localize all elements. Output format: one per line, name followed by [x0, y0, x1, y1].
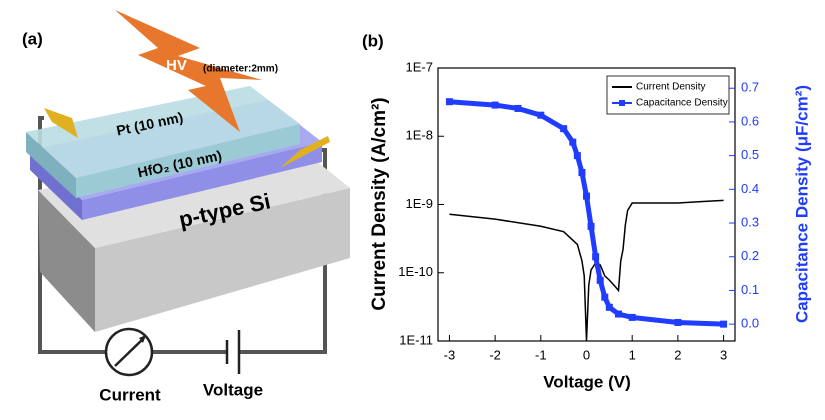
series-line — [449, 199, 724, 342]
pt-top — [26, 86, 300, 178]
marker — [560, 125, 568, 133]
y2-tick-label: 0.2 — [741, 248, 759, 263]
marker — [587, 222, 595, 230]
y2-axis-label: Capacitance Density (μF/cm²) — [792, 85, 811, 323]
marker — [601, 293, 609, 301]
y-tick-label: 1E-8 — [406, 128, 433, 143]
marker — [537, 111, 545, 119]
legend-label: Current Density — [636, 82, 705, 93]
voltage-label: Voltage — [203, 380, 263, 399]
hv-label: HV — [166, 57, 187, 74]
y2-tick-label: 0.1 — [741, 282, 759, 297]
hv-bolt — [115, 10, 262, 132]
series-line — [449, 99, 724, 327]
legend-marker — [619, 100, 625, 106]
x-tick-label: 2 — [674, 347, 681, 362]
marker — [592, 253, 600, 261]
x-tick-label: 0 — [583, 347, 590, 362]
legend-label: Capacitance Density — [636, 98, 728, 109]
y-tick-label: 1E-11 — [399, 332, 433, 347]
marker — [578, 168, 586, 176]
pt-side — [26, 132, 76, 198]
current-label: Current — [99, 385, 161, 404]
x-axis-label: Voltage (V) — [543, 372, 631, 391]
marker — [583, 192, 590, 200]
probe — [44, 108, 78, 138]
y-tick-label: 1E-10 — [398, 264, 433, 279]
marker — [674, 318, 682, 326]
y2-tick-label: 0.6 — [741, 113, 759, 128]
marker — [573, 152, 581, 160]
legend-box — [606, 75, 730, 115]
x-tick-label: -3 — [444, 347, 456, 362]
panel-label: (b) — [362, 31, 384, 50]
panel-label: (a) — [22, 29, 43, 48]
marker — [445, 98, 453, 106]
y2-tick-label: 0.3 — [741, 214, 759, 229]
marker — [605, 303, 613, 311]
ammeter-needle — [114, 337, 145, 367]
y2-tick-label: 0.0 — [741, 316, 759, 331]
marker — [514, 104, 522, 112]
x-tick-label: -1 — [535, 347, 547, 362]
y-tick-label: 1E-9 — [406, 196, 433, 211]
x-tick-label: 1 — [629, 347, 636, 362]
y2-tick-label: 0.7 — [741, 80, 759, 95]
x-tick-label: 3 — [720, 347, 727, 362]
device-diagram: (a) HV (diameter:2mm) Pt (10 nm) HfO₂ (1… — [22, 10, 350, 404]
marker — [569, 138, 577, 146]
ammeter-arrow — [139, 335, 146, 343]
marker — [596, 276, 604, 284]
x-tick-label: -2 — [489, 347, 501, 362]
y2-tick-label: 0.5 — [741, 147, 759, 162]
hfo2-front — [82, 142, 322, 220]
marker — [614, 310, 622, 318]
si-side — [38, 190, 95, 332]
si-front — [95, 188, 350, 332]
hv-note: (diameter:2mm) — [203, 64, 278, 75]
probe — [280, 136, 330, 168]
marker — [720, 320, 728, 328]
marker — [491, 101, 499, 109]
y2-tick-label: 0.4 — [741, 181, 759, 196]
y-axis-label: Current Density (A/cm²) — [369, 97, 390, 310]
marker — [628, 313, 636, 321]
pt-front — [76, 124, 300, 198]
y-tick-label: 1E-7 — [406, 59, 433, 74]
